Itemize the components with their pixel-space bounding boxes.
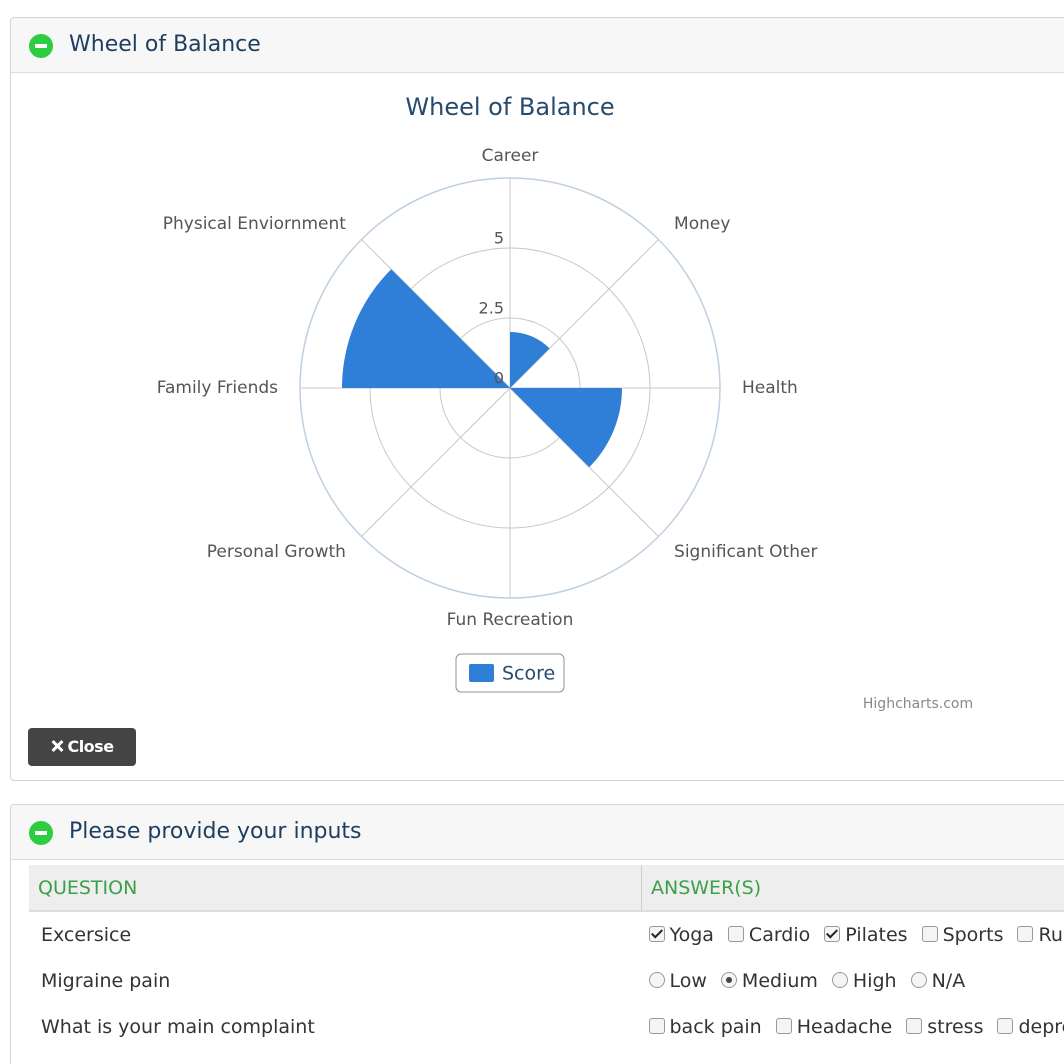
option-label[interactable]: High xyxy=(852,970,897,992)
y-tick-label: 5 xyxy=(494,229,504,248)
radio-button[interactable] xyxy=(910,972,927,988)
option[interactable]: depression xyxy=(997,1016,1064,1038)
column-header: QUESTION xyxy=(29,865,642,912)
option[interactable]: Yoga xyxy=(648,924,714,946)
question: Excersice xyxy=(41,924,132,946)
spoke xyxy=(509,387,659,537)
question: Migraine pain xyxy=(41,970,171,992)
input-row: Excersice Yoga Cardio Pilates Sports Running xyxy=(29,911,1064,958)
wedge xyxy=(342,269,510,388)
option[interactable]: Low xyxy=(648,970,707,992)
checkbox[interactable] xyxy=(921,926,938,942)
checkbox[interactable] xyxy=(775,1018,792,1034)
answers: back pain Headache stress depression xyxy=(642,1004,1064,1050)
checkbox[interactable] xyxy=(997,1018,1014,1034)
credits[interactable]: Highcharts.com xyxy=(863,696,973,712)
checkbox[interactable] xyxy=(1017,926,1034,942)
option[interactable]: Sports xyxy=(921,924,1004,946)
panel-title: Wheel of Balance xyxy=(69,32,261,57)
close-button[interactable]: Close xyxy=(28,728,136,766)
spoke xyxy=(509,239,659,389)
radio-button[interactable] xyxy=(831,972,848,988)
spoke xyxy=(361,387,511,537)
panel-header[interactable]: Wheel of Balance xyxy=(11,18,1064,73)
option-label[interactable]: Cardio xyxy=(748,924,811,946)
option[interactable]: N/A xyxy=(910,970,966,992)
checkbox[interactable] xyxy=(906,1018,923,1034)
chart-title: Wheel of Balance xyxy=(405,93,614,121)
question: What is your main complaint xyxy=(41,1016,315,1038)
wedge xyxy=(510,388,622,468)
category-label: Family Friends xyxy=(157,378,278,398)
category-label: Physical Enviornment xyxy=(163,214,347,234)
header-row: QUESTION ANSWER(S) xyxy=(29,865,1064,912)
category-label: Health xyxy=(742,378,798,398)
option[interactable]: back pain xyxy=(648,1016,762,1038)
option-label[interactable]: Running xyxy=(1038,924,1064,946)
category-label: Career xyxy=(482,146,539,166)
category-label: Fun Recreation xyxy=(447,610,574,630)
category-label: Money xyxy=(674,214,730,234)
panel-header[interactable]: Please provide your inputs xyxy=(11,805,1064,860)
collapse-icon[interactable] xyxy=(29,821,53,845)
option-label[interactable]: Headache xyxy=(796,1016,893,1038)
wedge xyxy=(510,332,550,388)
y-tick-label: 0 xyxy=(494,369,504,388)
option-label[interactable]: stress xyxy=(927,1016,984,1038)
input-row: What is your main complaint back pain Head… xyxy=(29,1004,1064,1050)
category-label: Personal Growth xyxy=(207,542,346,562)
option-label[interactable]: Yoga xyxy=(669,924,714,946)
radio-button[interactable] xyxy=(648,972,665,988)
legend-swatch xyxy=(469,664,494,682)
legend-box xyxy=(455,653,565,693)
option[interactable]: Running xyxy=(1017,924,1064,946)
checkbox[interactable] xyxy=(648,1018,665,1034)
option[interactable]: Headache xyxy=(775,1016,893,1038)
inputs-table: QUESTION ANSWER(S) Excersice Yoga Cardio Pi… xyxy=(29,865,1064,1050)
option[interactable]: Pilates xyxy=(824,924,908,946)
answers: Low Medium High N/A xyxy=(642,958,1064,1004)
option-label[interactable]: back pain xyxy=(669,1016,762,1038)
inputs-panel: Please provide your inputs QUESTION ANSW… xyxy=(10,804,1064,1064)
option[interactable]: High xyxy=(831,970,897,992)
option-label[interactable]: Low xyxy=(669,970,707,992)
checkbox[interactable] xyxy=(824,926,841,942)
legend-label: Score xyxy=(502,663,555,685)
option[interactable]: Cardio xyxy=(727,924,811,946)
column-header: ANSWER(S) xyxy=(641,865,1064,912)
radio-button[interactable] xyxy=(720,972,737,988)
close-label: Close xyxy=(67,737,114,756)
collapse-icon[interactable] xyxy=(29,34,53,58)
option-label[interactable]: N/A xyxy=(931,970,966,992)
category-label: Significant Other xyxy=(674,542,817,562)
chart: Wheel of Balance Highcharts.com 0 2.5 5 Car… xyxy=(157,93,973,712)
option-label[interactable]: Sports xyxy=(942,924,1004,946)
option[interactable]: Medium xyxy=(720,970,818,992)
option-label[interactable]: Medium xyxy=(741,970,818,992)
panel-title: Please provide your inputs xyxy=(69,819,362,844)
option[interactable]: stress xyxy=(906,1016,983,1038)
y-tick-label: 2.5 xyxy=(479,299,504,318)
option-label[interactable]: depression xyxy=(1018,1016,1064,1038)
checkbox[interactable] xyxy=(648,926,665,942)
option-label[interactable]: Pilates xyxy=(845,924,908,946)
answers: Yoga Cardio Pilates Sports Running xyxy=(642,911,1064,958)
checkbox[interactable] xyxy=(727,926,744,942)
input-row: Migraine pain Low Medium High N/A xyxy=(29,958,1064,1004)
